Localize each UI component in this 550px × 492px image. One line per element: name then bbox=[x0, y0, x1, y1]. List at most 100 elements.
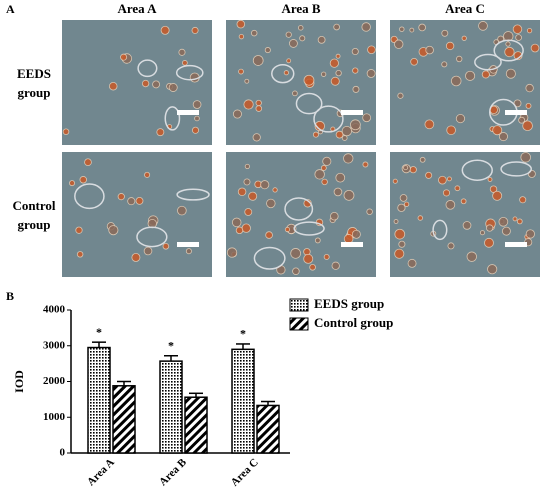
cell bbox=[441, 29, 449, 37]
cell bbox=[397, 92, 404, 99]
cell bbox=[333, 187, 343, 197]
structure bbox=[295, 92, 323, 115]
cell bbox=[498, 132, 508, 142]
significance: * bbox=[96, 325, 102, 339]
cell bbox=[424, 119, 435, 130]
cell bbox=[244, 78, 250, 84]
micrograph bbox=[62, 20, 212, 145]
cell bbox=[492, 125, 503, 136]
cell bbox=[168, 83, 178, 92]
cell bbox=[286, 58, 292, 64]
scale-bar bbox=[505, 110, 527, 115]
cell bbox=[462, 221, 472, 230]
cell bbox=[455, 113, 466, 124]
cell bbox=[425, 171, 433, 179]
structure bbox=[500, 161, 533, 177]
cell bbox=[329, 58, 339, 68]
cell bbox=[522, 120, 533, 132]
cell bbox=[350, 119, 361, 131]
cell bbox=[330, 76, 340, 86]
cell bbox=[335, 53, 341, 59]
cell bbox=[425, 45, 434, 55]
structure bbox=[313, 105, 344, 133]
cell bbox=[264, 47, 271, 54]
cell bbox=[366, 69, 376, 78]
cell bbox=[321, 71, 327, 77]
cell bbox=[399, 26, 405, 32]
cell bbox=[272, 187, 278, 193]
cell bbox=[445, 200, 456, 210]
cell bbox=[314, 237, 321, 244]
cell bbox=[131, 252, 141, 262]
cell bbox=[525, 229, 535, 239]
cell bbox=[289, 39, 298, 48]
structure bbox=[461, 159, 493, 181]
cell bbox=[447, 176, 452, 182]
scale-bar bbox=[177, 242, 199, 247]
cell bbox=[478, 21, 488, 31]
cell bbox=[191, 126, 200, 134]
micrograph bbox=[390, 152, 540, 277]
structure bbox=[253, 246, 286, 270]
cell bbox=[241, 223, 251, 233]
cell bbox=[226, 247, 238, 258]
row-label: group bbox=[18, 85, 51, 100]
cell bbox=[160, 25, 170, 35]
cell bbox=[248, 191, 258, 201]
cell bbox=[236, 19, 246, 29]
cell bbox=[501, 226, 511, 236]
cell bbox=[398, 240, 406, 248]
cell bbox=[108, 81, 118, 91]
significance: * bbox=[240, 327, 246, 341]
column-header: Area B bbox=[281, 1, 320, 16]
cell bbox=[419, 156, 426, 163]
cell bbox=[250, 29, 258, 37]
cell bbox=[341, 135, 348, 141]
cell bbox=[108, 225, 119, 236]
cell bbox=[135, 197, 144, 205]
cell bbox=[399, 194, 408, 202]
structure bbox=[432, 219, 448, 241]
cell bbox=[292, 267, 300, 275]
cell bbox=[484, 237, 494, 248]
cell bbox=[298, 25, 304, 31]
structure bbox=[493, 39, 524, 62]
cell bbox=[409, 27, 415, 33]
cell bbox=[162, 242, 170, 250]
bar bbox=[184, 396, 208, 454]
cell bbox=[362, 113, 372, 123]
cell bbox=[120, 53, 128, 61]
cell bbox=[309, 263, 316, 271]
cell bbox=[454, 185, 461, 192]
legend-label: Control group bbox=[314, 315, 393, 330]
cell bbox=[450, 75, 462, 87]
cell bbox=[194, 115, 200, 122]
cell bbox=[352, 67, 359, 74]
cell bbox=[505, 41, 511, 47]
cell bbox=[343, 234, 354, 244]
cell bbox=[321, 178, 328, 186]
cell bbox=[238, 68, 244, 75]
cell bbox=[177, 205, 187, 216]
micrograph bbox=[390, 20, 540, 145]
structure bbox=[293, 221, 325, 236]
cell bbox=[265, 231, 273, 239]
cell bbox=[403, 165, 409, 171]
cell bbox=[479, 230, 485, 236]
cell bbox=[351, 229, 361, 239]
cell bbox=[237, 187, 247, 197]
x-tick-label: Area B bbox=[157, 456, 189, 488]
cell bbox=[76, 251, 84, 258]
cell bbox=[84, 158, 92, 167]
cell bbox=[317, 35, 326, 44]
cell bbox=[487, 177, 493, 182]
cell bbox=[343, 189, 355, 201]
cell bbox=[255, 99, 262, 107]
cell bbox=[466, 251, 477, 262]
y-tick-label: 3000 bbox=[43, 339, 66, 351]
cell bbox=[447, 242, 455, 250]
cell bbox=[156, 128, 165, 137]
cell bbox=[141, 79, 150, 88]
cell bbox=[481, 70, 490, 79]
cell bbox=[335, 69, 342, 77]
